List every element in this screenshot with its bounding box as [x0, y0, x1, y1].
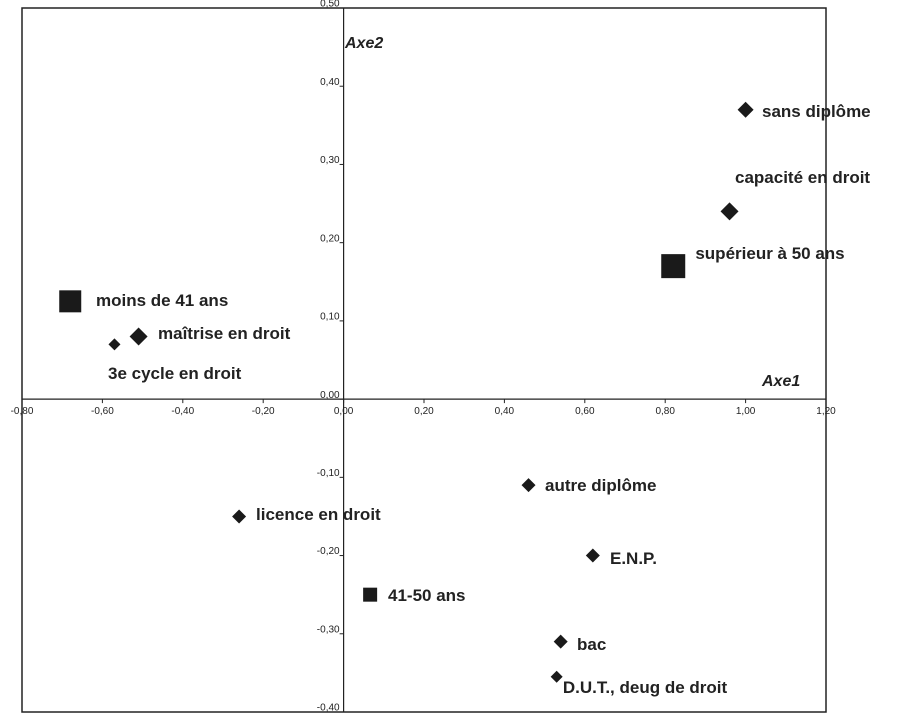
point-label: moins de 41 ans	[96, 291, 229, 310]
square-point	[59, 290, 82, 313]
x-tick-label: 0,40	[495, 406, 515, 417]
x-tick-label: -0,20	[252, 406, 275, 417]
diamond-point	[585, 548, 600, 563]
y-tick-label: -0,10	[317, 468, 340, 479]
x-tick-label: 0,80	[655, 406, 675, 417]
x-tick-label: 0,00	[334, 406, 354, 417]
x-tick-label: 0,60	[575, 406, 595, 417]
diamond-point	[550, 670, 563, 683]
y-tick-label: 0,20	[320, 233, 340, 244]
point-label: capacité en droit	[735, 168, 871, 187]
x-tick-label: 0,20	[414, 406, 434, 417]
point-label: D.U.T., deug de droit	[562, 678, 728, 697]
y-axis-title: Axe2	[344, 35, 383, 52]
y-tick-label: -0,40	[317, 703, 340, 714]
point-label: 41-50 ans	[388, 586, 466, 605]
y-tick-label: -0,20	[317, 546, 340, 557]
plot-frame	[21, 7, 827, 713]
diamond-point	[737, 101, 754, 118]
point-label: sans diplôme	[762, 102, 871, 121]
point-label: maîtrise en droit	[158, 324, 291, 343]
x-tick-label: -0,40	[171, 406, 194, 417]
diamond-point	[108, 338, 121, 351]
square-point	[363, 587, 378, 602]
point-label: licence en droit	[256, 505, 381, 524]
point-label: 3e cycle en droit	[108, 364, 242, 383]
y-tick-label: -0,30	[317, 624, 340, 635]
x-tick-label: -0,60	[91, 406, 114, 417]
square-point	[661, 254, 686, 279]
y-tick-label: 0,30	[320, 155, 340, 166]
diamond-point	[521, 478, 536, 493]
x-tick-label: 1,20	[816, 406, 836, 417]
y-tick-label: 0,10	[320, 312, 340, 323]
point-label: bac	[577, 635, 607, 654]
point-label: supérieur à 50 ans	[695, 244, 845, 263]
point-label: E.N.P.	[610, 549, 657, 568]
diamond-point	[720, 202, 739, 221]
diamond-point	[553, 634, 568, 649]
y-tick-label: 0,00	[320, 390, 340, 401]
x-axis-title: Axe1	[761, 373, 800, 390]
diamond-point	[129, 327, 148, 346]
y-tick-label: 0,40	[320, 77, 340, 88]
x-tick-label: -0,80	[11, 406, 34, 417]
point-label: autre diplôme	[545, 476, 657, 495]
y-tick-label: 0,50	[320, 0, 340, 10]
x-tick-label: 1,00	[736, 406, 756, 417]
diamond-point	[232, 509, 247, 524]
